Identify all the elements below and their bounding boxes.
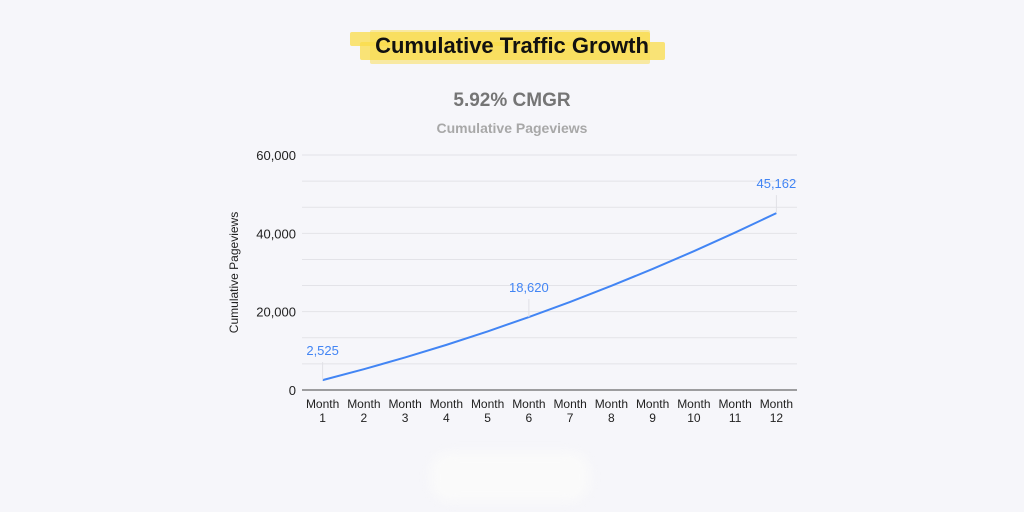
y-tick-label: 20,000 — [256, 305, 296, 320]
x-tick-label: 3 — [402, 411, 409, 425]
x-tick-label: 9 — [649, 411, 656, 425]
x-tick-label: Month — [388, 397, 421, 411]
data-label: 45,162 — [756, 176, 796, 191]
x-tick-label: Month — [595, 397, 628, 411]
x-tick-label: Month — [430, 397, 463, 411]
x-tick-label: Month — [306, 397, 339, 411]
x-tick-label: 7 — [567, 411, 574, 425]
chart-subtitle: Cumulative Pageviews — [436, 120, 588, 136]
x-tick-label: Month — [347, 397, 380, 411]
title-highlight — [350, 30, 668, 66]
x-tick-label: 12 — [770, 411, 784, 425]
y-axis-label: Cumulative Pageviews — [227, 212, 241, 333]
x-tick-label: 10 — [687, 411, 701, 425]
x-tick-label: Month — [636, 397, 669, 411]
x-tick-label: Month — [677, 397, 710, 411]
series-line — [322, 212, 777, 382]
x-tick-label: 8 — [608, 411, 615, 425]
chart-title: 5.92% CMGR — [453, 90, 571, 111]
x-tick-label: 11 — [729, 411, 742, 425]
x-tick-label: Month — [471, 397, 504, 411]
x-tick-label: 2 — [361, 411, 368, 425]
x-tick-label: Month — [718, 397, 751, 411]
blurred-area — [430, 452, 590, 502]
data-label: 18,620 — [509, 280, 549, 295]
x-tick-label: 6 — [526, 411, 533, 425]
x-tick-label: 4 — [443, 411, 450, 425]
y-tick-label: 60,000 — [256, 148, 296, 163]
x-tick-label: 1 — [319, 411, 326, 425]
data-label: 2,525 — [306, 343, 339, 358]
x-tick-label: Month — [760, 397, 793, 411]
y-tick-label: 0 — [289, 383, 296, 398]
x-tick-label: Month — [553, 397, 586, 411]
x-tick-label: 5 — [484, 411, 491, 425]
x-tick-label: Month — [512, 397, 545, 411]
page-title: Cumulative Traffic Growth — [375, 33, 649, 58]
y-tick-label: 40,000 — [256, 226, 296, 241]
